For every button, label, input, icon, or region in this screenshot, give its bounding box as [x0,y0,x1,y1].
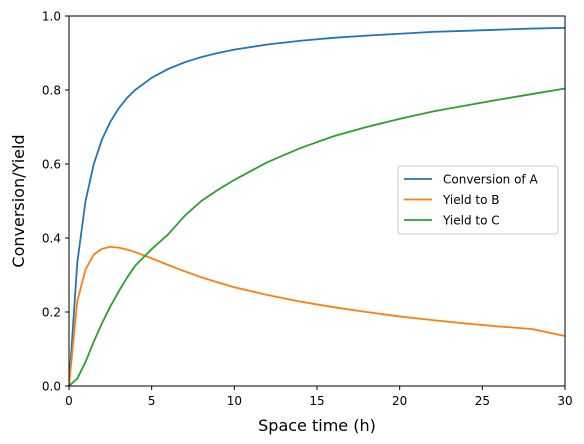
x-tick-label: 15 [309,394,324,408]
series-line-2 [69,245,565,386]
x-tick-label: 25 [475,394,490,408]
y-tick-label: 0.2 [42,306,61,320]
series-line-3 [69,87,565,386]
x-tick-label: 30 [557,394,572,408]
x-tick-label: 10 [227,394,242,408]
x-axis-ticks: 0 5 10 15 20 25 30 [65,386,573,408]
plot-area [69,26,565,386]
legend-label-3: Yield to C [442,214,500,228]
x-tick-label: 20 [392,394,407,408]
x-tick-label: 5 [148,394,156,408]
legend-label-2: Yield to B [442,193,499,207]
series-line-1 [69,26,565,386]
x-tick-label: 0 [65,394,73,408]
y-axis-ticks: 0.0 0.2 0.4 0.6 0.8 1.0 [42,10,69,394]
y-tick-label: 0.8 [42,84,61,98]
y-tick-label: 0.6 [42,158,61,172]
legend: Conversion of A Yield to B Yield to C [397,165,559,235]
y-axis-label: Conversion/Yield [9,134,28,267]
legend-box [397,165,559,235]
x-axis-label: Space time (h) [258,416,376,435]
y-tick-label: 0.0 [42,380,61,394]
legend-label-1: Conversion of A [443,173,538,187]
y-tick-label: 1.0 [42,10,61,24]
y-tick-label: 0.4 [42,232,61,246]
